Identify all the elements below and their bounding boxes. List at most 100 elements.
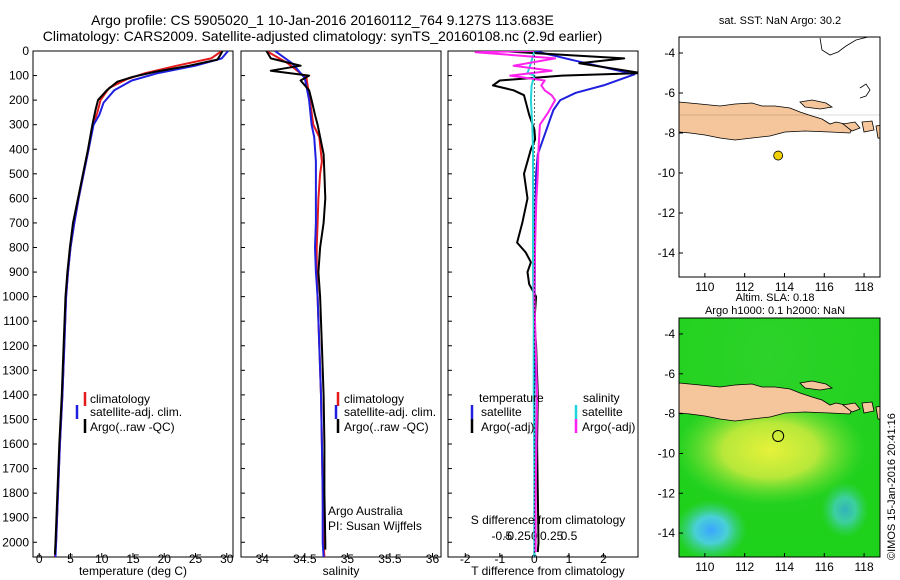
salinity-legend: climatology satellite-adj. clim. Argo(..…: [328, 392, 436, 533]
map-x-tick-label: 114: [775, 280, 794, 294]
series-argo-raw-qc-: [53, 51, 224, 555]
map-y-tick-label: -14: [658, 246, 676, 260]
lombok-island: [861, 120, 875, 133]
salinity-tick-label: -0.5: [491, 529, 512, 543]
lombok-island: [861, 401, 875, 414]
series-temperature-argo-adj-: [491, 51, 638, 553]
sulawesi-coast: [859, 83, 871, 99]
bali-island: [842, 121, 861, 132]
legend-title-salinity: salinity: [583, 391, 620, 405]
x-tick-label: -1: [494, 552, 505, 566]
madura-island: [799, 99, 834, 110]
sla-low-anomaly: [679, 500, 747, 557]
sla-map: [679, 318, 880, 557]
x-tick-label: 34: [256, 552, 270, 566]
x-tick-label: 34.5: [293, 552, 317, 566]
x-tick-label: 15: [126, 552, 140, 566]
series-satellite-adj-clim-: [54, 51, 229, 557]
map-y-tick-label: -12: [658, 206, 676, 220]
depth-tick-label: 900: [9, 265, 29, 279]
legend-title-temperature: temperature: [479, 391, 544, 405]
depth-tick-label: 1100: [3, 314, 29, 328]
x-tick-label: 0: [531, 552, 538, 566]
map-x-tick-label: 110: [695, 280, 714, 294]
salinity-tick-label: 0.5: [561, 529, 578, 543]
x-tick-label: 20: [158, 552, 172, 566]
depth-tick-label: 100: [9, 69, 29, 83]
map-y-tick-label: -6: [664, 86, 675, 100]
map-y-tick-label: -8: [664, 407, 675, 421]
series-temperature-satellite: [533, 51, 636, 557]
map-x-tick-label: 112: [735, 280, 754, 294]
plot-title-line1: Argo profile: CS 5905020_1 10-Jan-2016 2…: [91, 12, 554, 28]
difference-legend: temperature satellite Argo(-adj) salinit…: [470, 391, 635, 434]
sla-map-coastline: [679, 380, 880, 422]
bali-island: [842, 402, 861, 413]
map-y-tick-label: -4: [664, 46, 675, 60]
depth-tick-label: 1400: [2, 388, 29, 402]
sla-high-anomaly: [679, 395, 865, 505]
map-x-tick-label: 118: [855, 560, 874, 574]
depth-tick-label: 1500: [2, 412, 29, 426]
depth-axis: 0 100 200 300 400 500 600 700 800 900 1000 1100 1200…: [2, 44, 452, 549]
map-y-tick-label: -4: [664, 327, 675, 341]
sst-map-frame: [678, 36, 881, 278]
sla-map-subtitle: Argo h1000: 0.1 h2000: NaN: [705, 305, 845, 317]
salinity-panel-frame: [240, 50, 442, 558]
depth-tick-label: 1300: [2, 363, 29, 377]
depth-tick-label: 500: [9, 167, 29, 181]
depth-tick-label: 400: [9, 142, 29, 156]
depth-tick-label: 0: [22, 44, 29, 58]
sst-map: [679, 37, 880, 277]
map-y-tick-label: -10: [658, 446, 676, 460]
depth-tick-label: 600: [9, 191, 29, 205]
temperature-xlabel: temperature (deg C): [79, 564, 187, 578]
depth-tick-label: 1600: [2, 437, 29, 451]
madura-island: [799, 380, 834, 391]
borneo-coast: [819, 37, 869, 56]
difference-xlabel-salinity: S difference from climatology: [471, 513, 626, 527]
legend-label-argo: Argo(..raw -QC): [90, 420, 175, 434]
x-tick-label: 35.5: [378, 552, 402, 566]
map-y-tick-label: -6: [664, 367, 675, 381]
depth-tick-label: 1800: [2, 486, 29, 500]
depth-tick-label: 200: [9, 93, 29, 107]
map-y-tick-label: -12: [658, 486, 676, 500]
series-salinity-satellite: [526, 51, 536, 557]
series-satellite-adj-clim-: [274, 51, 325, 557]
sst-map-coastline: [679, 37, 880, 141]
depth-tick-label: 800: [9, 241, 29, 255]
legend-label-argo: Argo(..raw -QC): [344, 420, 429, 434]
sst-map-title: sat. SST: NaN Argo: 30.2: [719, 15, 841, 27]
x-tick-label: 36: [426, 552, 440, 566]
salinity-tick-label: 0.25: [540, 529, 564, 543]
map-x-tick-label: 110: [695, 560, 714, 574]
salinity-xlabel: salinity: [323, 564, 360, 578]
x-tick-label: 0: [36, 552, 43, 566]
map-x-tick-label: 116: [815, 280, 834, 294]
argo-institution: Argo Australia: [328, 504, 403, 518]
difference-panel-frame: [447, 50, 639, 558]
map-y-tick-label: -8: [664, 126, 675, 140]
x-tick-label: 1: [566, 552, 573, 566]
depth-tick-label: 300: [9, 118, 29, 132]
depth-tick-label: 700: [9, 216, 29, 230]
map-x-tick-label: 112: [735, 560, 754, 574]
legend-label-climatology: climatology: [344, 392, 404, 406]
series-climatology: [265, 51, 326, 557]
legend-label-climatology: climatology: [90, 392, 150, 406]
principal-investigator: PI: Susan Wijffels: [328, 519, 422, 533]
x-tick-label: 10: [95, 552, 109, 566]
depth-tick-label: 1000: [2, 290, 29, 304]
legend-label-satellite: satellite-adj. clim.: [344, 405, 436, 419]
sumbawa-island: [875, 406, 880, 420]
argo-float-marker: [772, 430, 785, 443]
depth-tick-label: 1700: [2, 462, 29, 476]
x-tick-label: 2: [600, 552, 607, 566]
series-group: [53, 51, 229, 557]
plot-title-line2: Climatology: CARS2009. Satellite-adjuste…: [42, 28, 603, 44]
map-x-tick-label: 116: [815, 560, 834, 574]
imos-watermark: ©IMOS 15-Jan-2016 20:41:16: [886, 413, 898, 560]
legend-label-s-argo: Argo(-adj): [582, 420, 635, 434]
